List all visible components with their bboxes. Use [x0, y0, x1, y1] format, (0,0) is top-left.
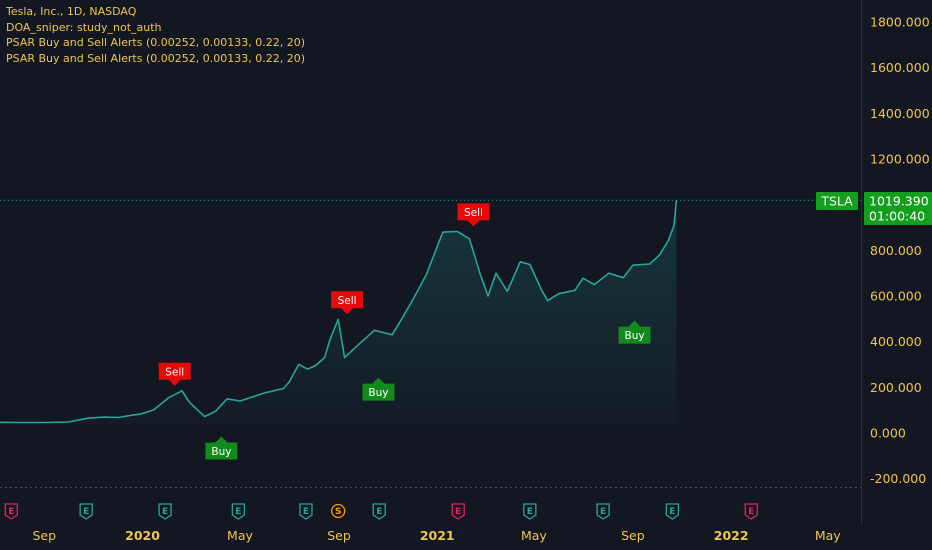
price-tick-label: 1200.000 — [870, 152, 930, 167]
event-glyph: E — [748, 507, 754, 517]
last-price-tag — [864, 192, 932, 225]
buy-signal: Buy — [618, 320, 651, 344]
event-glyph: E — [455, 507, 461, 517]
event-glyph: E — [235, 507, 241, 517]
symbol-title[interactable]: Tesla, Inc., 1D, NASDAQ — [6, 5, 137, 18]
signal-label: Buy — [211, 446, 231, 458]
dividend-event-icon[interactable]: E — [4, 503, 18, 520]
time-scale[interactable]: Sep 2020 May Sep 2021 May Sep 2022 May — [33, 528, 842, 543]
signal-label: Buy — [368, 387, 388, 399]
buy-signal: Buy — [205, 436, 238, 460]
earnings-event-badge — [158, 503, 172, 520]
event-glyph: E — [600, 507, 606, 517]
event-glyph: E — [83, 507, 89, 517]
sell-signal: Sell — [331, 291, 364, 315]
buy-signal: Buy — [362, 377, 395, 401]
plot-area[interactable] — [0, 200, 678, 425]
earnings-event-icon[interactable]: E — [299, 503, 313, 520]
earnings-event-icon[interactable]: E — [158, 503, 172, 520]
price-tick-label: 1600.000 — [870, 60, 930, 75]
symbol-tag-label: TSLA — [820, 194, 853, 209]
event-glyph: E — [8, 507, 14, 517]
time-tick-label: Sep — [33, 528, 57, 543]
indicator-legend-psar-1[interactable]: PSAR Buy and Sell Alerts (0.00252, 0.001… — [6, 36, 305, 49]
event-glyph: E — [303, 507, 309, 517]
earnings-event-icon[interactable]: E — [79, 503, 93, 520]
dividend-event-badge — [4, 503, 18, 520]
dividend-event-badge — [451, 503, 465, 520]
price-tick-label: 800.000 — [870, 243, 922, 258]
signal-label: Sell — [464, 207, 483, 219]
price-area-fill — [0, 200, 677, 425]
symbol-tag — [816, 192, 858, 210]
price-tick-label: 1800.000 — [870, 15, 930, 30]
sell-signal: Sell — [158, 362, 191, 386]
indicator-legend-psar-2[interactable]: PSAR Buy and Sell Alerts (0.00252, 0.001… — [6, 51, 305, 65]
dividend-event-badge — [744, 503, 758, 520]
earnings-event-badge — [523, 503, 537, 520]
time-tick-label: May — [227, 528, 253, 543]
time-tick-label: Sep — [621, 528, 645, 543]
sell-signal-badge — [331, 291, 364, 315]
last-price-value: 1019.390 — [869, 194, 929, 209]
sell-signal: Sell — [457, 203, 490, 227]
sell-signal-badge — [457, 203, 490, 227]
earnings-event-badge — [79, 503, 93, 520]
split-event-icon[interactable]: S — [331, 503, 346, 519]
time-tick-label: May — [521, 528, 547, 543]
price-tags: TSLA 1019.390 01:00:40 — [816, 192, 932, 225]
chart-legend: Tesla, Inc., 1D, NASDAQ DOA_sniper: stud… — [6, 4, 305, 66]
sell-signal-badge — [158, 362, 191, 386]
event-glyph: S — [335, 507, 341, 517]
event-glyph: E — [162, 507, 168, 517]
dividend-event-icon[interactable]: E — [744, 503, 758, 520]
event-glyph: E — [669, 507, 675, 517]
price-tick-label: 0.000 — [870, 426, 906, 441]
split-event-badge — [331, 503, 346, 519]
earnings-event-icon[interactable]: E — [596, 503, 610, 520]
price-tick-label: 200.000 — [870, 380, 922, 395]
earnings-event-icon[interactable]: E — [665, 503, 680, 520]
signal-label: Buy — [624, 330, 644, 342]
time-tick-label: 2021 — [420, 528, 455, 543]
signal-label: Sell — [165, 366, 184, 378]
price-tick-label: 400.000 — [870, 334, 922, 349]
price-tick-label: 1400.000 — [870, 106, 930, 121]
signal-label: Sell — [338, 295, 357, 307]
price-line-series — [0, 200, 678, 424]
indicator-legend-doa[interactable]: DOA_sniper: study_not_auth — [6, 20, 162, 34]
signal-markers: Sell Buy Sell Buy Sell Buy — [158, 203, 651, 460]
earnings-event-icon[interactable]: E — [231, 503, 246, 520]
price-tick-label: -200.000 — [870, 471, 926, 486]
buy-signal-badge — [618, 320, 651, 344]
earnings-event-badge — [299, 503, 313, 520]
buy-signal-badge — [362, 377, 395, 401]
time-tick-label: 2022 — [714, 528, 749, 543]
time-tick-label: 2020 — [125, 528, 160, 543]
time-tick-label: May — [815, 528, 841, 543]
event-glyph: E — [527, 507, 533, 517]
earnings-event-badge — [231, 503, 246, 520]
earnings-event-badge — [372, 503, 386, 520]
time-tick-label: Sep — [327, 528, 351, 543]
price-scale[interactable]: 1800.000 1600.000 1400.000 1200.000 800.000 6… — [870, 15, 930, 487]
earnings-event-icon[interactable]: E — [372, 503, 386, 520]
price-tick-label: 600.000 — [870, 289, 922, 304]
earnings-event-badge — [596, 503, 610, 520]
earnings-event-icon[interactable]: E — [523, 503, 537, 520]
event-glyph: E — [376, 507, 382, 517]
buy-signal-badge — [205, 436, 238, 460]
bar-countdown: 01:00:40 — [869, 209, 925, 224]
earnings-event-badge — [665, 503, 680, 520]
dividend-event-icon[interactable]: E — [451, 503, 465, 520]
